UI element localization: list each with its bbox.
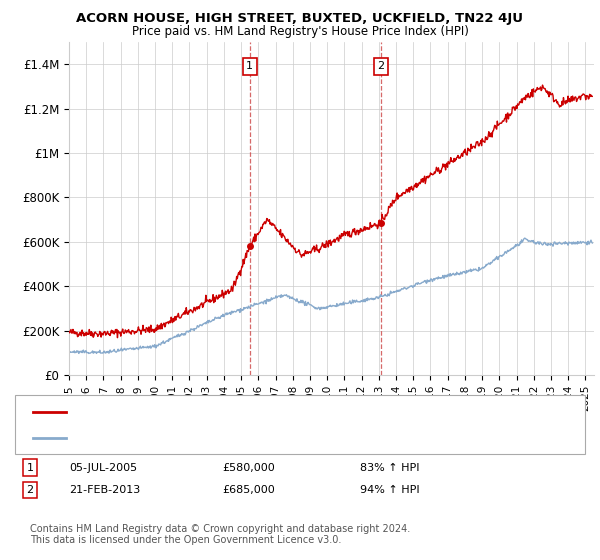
Text: 21-FEB-2013: 21-FEB-2013 (69, 485, 140, 495)
Text: ACORN HOUSE, HIGH STREET, BUXTED, UCKFIELD, TN22 4JU: ACORN HOUSE, HIGH STREET, BUXTED, UCKFIE… (77, 12, 523, 25)
Text: ACORN HOUSE, HIGH STREET, BUXTED, UCKFIELD, TN22 4JU (detached house): ACORN HOUSE, HIGH STREET, BUXTED, UCKFIE… (72, 408, 481, 418)
Text: 05-JUL-2005: 05-JUL-2005 (69, 463, 137, 473)
Text: £580,000: £580,000 (222, 463, 275, 473)
Text: 1: 1 (246, 62, 253, 72)
Text: Contains HM Land Registry data © Crown copyright and database right 2024.
This d: Contains HM Land Registry data © Crown c… (30, 524, 410, 545)
Text: 2: 2 (377, 62, 385, 72)
Text: Price paid vs. HM Land Registry's House Price Index (HPI): Price paid vs. HM Land Registry's House … (131, 25, 469, 38)
Text: 2: 2 (26, 485, 34, 495)
Text: 1: 1 (26, 463, 34, 473)
Text: £685,000: £685,000 (222, 485, 275, 495)
Text: 94% ↑ HPI: 94% ↑ HPI (360, 485, 419, 495)
Text: HPI: Average price, detached house, Wealden: HPI: Average price, detached house, Weal… (72, 432, 310, 442)
Text: 83% ↑ HPI: 83% ↑ HPI (360, 463, 419, 473)
